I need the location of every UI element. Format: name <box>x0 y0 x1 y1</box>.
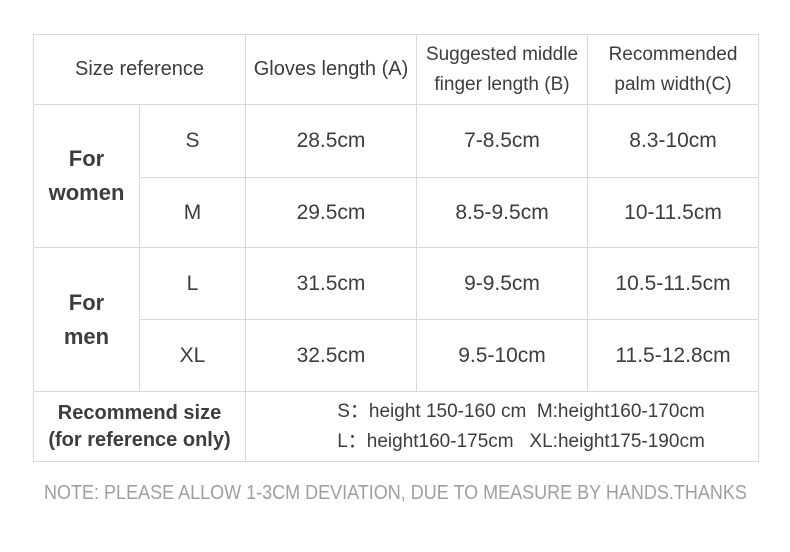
finger-xl: 9.5-10cm <box>416 319 588 392</box>
footer-recommend-label-line1: Recommend size <box>57 401 222 424</box>
size-m: M <box>139 177 246 248</box>
group-for-women: For women <box>33 104 140 248</box>
group-for-women-line1: For <box>68 146 105 171</box>
palm-xl: 11.5-12.8cm <box>587 319 759 392</box>
note-text-content: NOTE: PLEASE ALLOW 1-3CM DEVIATION, DUE … <box>43 482 747 504</box>
footer-row: Recommend size (for reference only) S：he… <box>33 391 759 462</box>
group-for-men: For men <box>33 247 140 392</box>
footer-recommend-label-line2: (for reference only) <box>48 428 231 451</box>
header-gloves-length: Gloves length (A) <box>245 34 417 105</box>
table-row-m: M 29.5cm 8.5-9.5cm 10-11.5cm <box>34 177 759 248</box>
header-palm-width-line1: Recommended <box>608 43 738 65</box>
footer-recommend-info: S：height 150-160 cm M:height160-170cm L：… <box>245 391 759 462</box>
table-row-xl: XL 32.5cm 9.5-10cm 11.5-12.8cm <box>34 319 759 392</box>
header-finger-length-line1: Suggested middle <box>425 43 579 65</box>
length-l: 31.5cm <box>245 247 417 320</box>
header-row: Size reference Gloves length (A) Suggest… <box>33 34 759 105</box>
header-palm-width-line2: palm width(C) <box>614 73 732 95</box>
table-row-s: For women S 28.5cm 7-8.5cm 8.3-10cm <box>33 104 759 248</box>
palm-m: 10-11.5cm <box>587 177 759 248</box>
size-s: S <box>139 104 246 178</box>
table-row-l: For men L 31.5cm 9-9.5cm 10.5-11.5cm <box>33 247 759 392</box>
group-for-women-line2: women <box>48 180 125 205</box>
length-m: 29.5cm <box>245 177 417 248</box>
header-size-reference: Size reference <box>33 34 246 105</box>
size-reference-table: Size reference Gloves length (A) Suggest… <box>33 34 759 462</box>
note-text: NOTE: PLEASE ALLOW 1-3CM DEVIATION, DUE … <box>0 482 790 505</box>
footer-recommend-info-line2: L：height160-175cm XL:height175-190cm <box>337 430 705 452</box>
length-s: 28.5cm <box>245 104 417 178</box>
palm-s: 8.3-10cm <box>587 104 759 178</box>
finger-m: 8.5-9.5cm <box>416 177 588 248</box>
header-finger-length: Suggested middle finger length (B) <box>416 34 588 105</box>
palm-l: 10.5-11.5cm <box>587 247 759 320</box>
footer-recommend-label: Recommend size (for reference only) <box>33 391 246 462</box>
length-xl: 32.5cm <box>245 319 417 392</box>
finger-l: 9-9.5cm <box>416 247 588 320</box>
size-l: L <box>139 247 246 320</box>
header-finger-length-line2: finger length (B) <box>434 73 570 95</box>
group-for-men-line1: For <box>68 289 105 315</box>
header-palm-width: Recommended palm width(C) <box>587 34 759 105</box>
size-xl: XL <box>139 319 246 392</box>
group-for-men-line2: men <box>63 323 110 349</box>
footer-recommend-info-line1: S：height 150-160 cm M:height160-170cm <box>337 400 705 422</box>
finger-s: 7-8.5cm <box>416 104 588 178</box>
